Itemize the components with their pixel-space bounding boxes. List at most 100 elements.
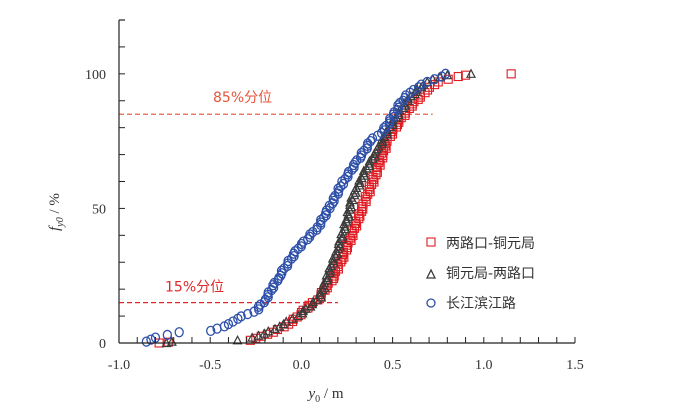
data-point-circle [298,236,308,247]
data-point-circle [236,311,246,322]
data-point-triangle [263,325,274,336]
data-point-circle [398,95,408,106]
data-point-circle [365,135,376,147]
series-layer [141,68,516,348]
data-point-square [371,170,381,180]
data-point-circle [367,133,378,144]
data-point-triangle [354,180,365,190]
data-point-square [256,331,266,341]
data-point-square [453,71,463,82]
data-point-circle [146,334,156,345]
data-point-triangle [337,226,348,236]
data-point-circle [363,138,373,149]
data-point-square [352,221,362,231]
data-point-circle [416,79,426,90]
legend-label: 两路口-铜元局 [446,236,535,252]
data-point-circle [296,238,307,250]
data-point-triangle [379,131,390,142]
x-tick-label: -0.5 [199,358,221,373]
data-point-triangle [308,296,319,306]
series-circle [141,68,451,347]
data-point-square [506,69,516,79]
data-point-triangle [315,289,326,299]
data-point-circle [253,301,264,313]
data-point-triangle [344,197,355,207]
data-point-triangle [322,275,333,285]
data-point-triangle [334,236,345,246]
data-point-triangle [346,192,357,202]
data-point-triangle [297,308,308,318]
data-point-triangle [340,223,351,234]
data-point-circle [276,265,287,276]
data-point-circle [223,319,234,330]
data-point-circle [413,82,424,93]
data-point-square [365,187,375,197]
data-point-circle [305,229,315,240]
data-point-triangle [326,260,337,270]
data-point-triangle [319,277,330,287]
data-point-triangle [278,318,289,329]
data-point-square [375,160,385,170]
data-point-triangle [324,267,335,278]
y-axis-title-main: f [47,225,63,231]
data-point-triangle [364,155,375,166]
annotation-85-percentile: 85%分位 [213,90,272,106]
x-tick-label: 0.0 [293,358,311,373]
data-point-triangle [351,182,362,192]
data-point-triangle [293,310,304,321]
data-point-triangle [358,165,369,175]
legend-item-series-2: 长江滨江路 [426,296,516,312]
data-point-triangle [247,332,258,342]
data-point-circle [440,68,451,79]
axes: -1.0 -0.5 0.0 0.5 1.0 1.5 0 50 100 [85,19,584,373]
data-point-circle [376,127,387,139]
legend-square-marker [426,237,436,247]
data-point-triangle [345,199,356,209]
y-axis-title: fy0 / % [47,193,66,231]
data-point-circle [243,308,253,320]
data-point-triangle [270,323,281,333]
data-point-triangle [364,158,375,168]
percentile-lines [119,113,433,304]
data-point-triangle [373,141,384,151]
data-point-square [369,177,379,187]
x-axis-title-sub: 0 [315,394,320,405]
data-point-triangle [259,328,270,338]
data-point-triangle [364,160,375,171]
data-point-triangle [342,206,353,217]
data-point-triangle [354,175,365,185]
x-axis-title: y0 / m [306,386,343,405]
data-point-square [251,333,261,343]
y-axis-title-sub: y0 [55,217,66,227]
data-point-triangle [232,335,243,345]
legend: 两路口-铜元局 铜元局-两路口 长江滨江路 [425,236,535,312]
legend-circle-marker [426,298,436,308]
data-point-triangle [358,167,369,178]
data-point-triangle [327,253,338,263]
data-point-triangle [328,258,339,268]
x-tick-label: -1.0 [108,358,130,373]
data-point-triangle [315,287,326,297]
legend-item-series-1: 铜元局-两路口 [425,266,535,282]
data-point-triangle [274,321,285,331]
x-tick-label: 0.5 [384,358,402,373]
x-axis-title-main: y [306,386,315,402]
data-point-square [349,223,360,233]
data-point-triangle [297,305,308,316]
data-point-square [357,206,367,216]
data-point-triangle [328,255,339,266]
data-point-square [355,211,365,221]
data-point-circle [162,329,172,341]
data-point-triangle [356,172,367,183]
data-point-triangle [321,270,332,280]
legend-item-series-0: 两路口-铜元局 [426,236,535,252]
legend-label: 铜元局-两路口 [446,266,535,282]
data-point-square [367,179,377,190]
data-point-circle [141,336,152,347]
x-tick-label: 1.5 [566,358,584,373]
data-point-triangle [331,245,342,256]
data-point-circle [336,181,346,192]
data-point-triangle [341,213,352,224]
data-point-square [363,189,373,199]
data-point-triangle [339,218,350,229]
